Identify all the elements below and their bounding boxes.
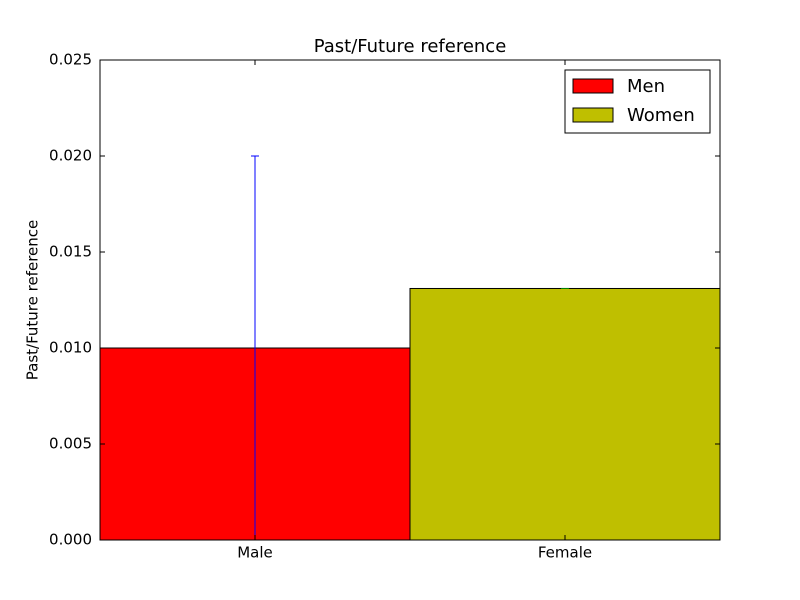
legend-swatch [572,78,614,94]
y-tick-label: 0.005 [49,435,92,453]
y-tick-label: 0.025 [49,51,92,69]
legend-swatch [572,107,614,123]
x-tick-label: Female [538,544,592,562]
y-tick-label: 0.020 [49,147,92,165]
legend-label: Women [627,105,695,126]
plot-frame [99,59,721,541]
y-tick-label: 0.010 [49,339,92,357]
bar [409,287,721,541]
chart-title: Past/Future reference [314,36,507,57]
y-tick-label: 0.000 [49,531,92,549]
x-tick-label: Male [237,544,273,562]
legend-label: Men [627,76,665,97]
y-tick-label: 0.015 [49,243,92,261]
y-axis-label: Past/Future reference [24,220,42,380]
